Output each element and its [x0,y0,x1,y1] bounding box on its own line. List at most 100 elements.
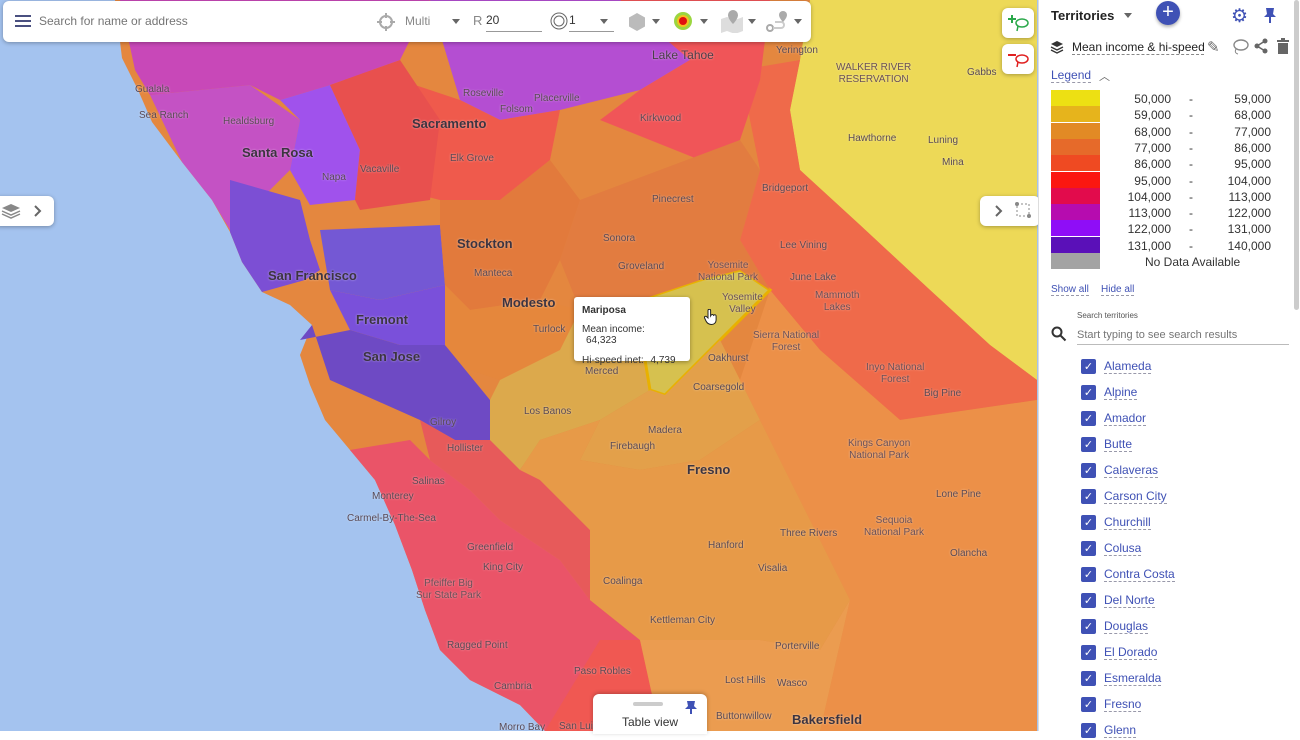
chevron-down-icon[interactable] [652,19,660,24]
legend-to: 104,000 [1227,173,1271,188]
territory-item[interactable]: ✓ Amador [1081,408,1147,428]
place-label: Kettleman City [650,615,716,626]
place-label: Kings Canyon National Park [848,438,911,461]
ring-select[interactable]: 1 [569,13,614,32]
panel-title[interactable]: Territories [1051,8,1115,23]
territory-link[interactable]: Contra Costa [1104,566,1175,582]
place-label: Visalia [758,563,788,574]
chevron-down-icon[interactable] [794,19,802,24]
chevron-down-icon[interactable] [600,19,608,24]
pin-icon[interactable] [685,700,697,714]
territory-checkbox[interactable]: ✓ [1081,722,1096,738]
territory-item[interactable]: ✓ Del Norte [1081,590,1155,610]
crosshair-icon[interactable] [376,12,396,32]
territory-fresno [520,420,850,650]
pin-icon[interactable] [1263,7,1277,28]
trash-icon[interactable] [1277,38,1289,59]
territory-item[interactable]: ✓ Contra Costa [1081,564,1175,584]
territory-link[interactable]: Douglas [1104,618,1149,634]
territory-checkbox[interactable]: ✓ [1081,618,1096,634]
place-label: Carmel-By-The-Sea [347,513,436,524]
menu-icon[interactable] [15,13,33,29]
territory-checkbox[interactable]: ✓ [1081,644,1096,660]
search-input[interactable] [39,11,359,31]
territory-link[interactable]: Del Norte [1104,592,1155,608]
territory-item[interactable]: ✓ Douglas [1081,616,1149,636]
territory-item[interactable]: ✓ Glenn [1081,720,1137,740]
route-icon[interactable] [765,9,789,33]
territory-item[interactable]: ✓ Fresno [1081,694,1142,714]
heatmap-icon[interactable] [673,11,693,31]
territory-link[interactable]: Calaveras [1104,462,1159,478]
place-label: Cambria [494,681,532,692]
territory-link[interactable]: El Dorado [1104,644,1158,660]
mode-select[interactable]: Multi [405,14,431,28]
territory-link[interactable]: Glenn [1104,722,1137,738]
layers-toggle-button[interactable] [0,196,54,226]
share-icon[interactable] [1253,38,1269,59]
territory-link[interactable]: Fresno [1104,696,1142,712]
place-label: Coarsegold [693,382,745,393]
map-canvas[interactable]: Lake Tahoe Yerington Gualala Roseville Place… [0,0,1038,731]
territory-item[interactable]: ✓ Churchill [1081,512,1151,532]
territory-item[interactable]: ✓ Esmeralda [1081,668,1162,688]
legend-toggle[interactable]: Legend [1051,68,1092,83]
legend-to: 131,000 [1227,222,1271,237]
territory-link[interactable]: Carson City [1104,488,1167,504]
lasso-add-button[interactable] [1002,8,1034,38]
territory-checkbox[interactable]: ✓ [1081,566,1096,582]
territory-item[interactable]: ✓ Alpine [1081,382,1138,402]
hide-all-link[interactable]: Hide all [1101,284,1135,296]
chevron-down-icon[interactable] [452,19,460,24]
territory-checkbox[interactable]: ✓ [1081,358,1096,374]
territory-item[interactable]: ✓ El Dorado [1081,642,1158,662]
lasso-remove-button[interactable] [1002,44,1034,74]
expand-panel-button[interactable] [980,196,1040,226]
territory-link[interactable]: Churchill [1104,514,1151,530]
place-label: King City [483,562,524,573]
territory-checkbox[interactable]: ✓ [1081,670,1096,686]
territory-item[interactable]: ✓ Calaveras [1081,460,1159,480]
gear-icon[interactable]: ⚙ [1231,6,1249,27]
layer-name[interactable]: Mean income & hi-speed inet [1072,40,1204,55]
territory-link[interactable]: Amador [1104,410,1147,426]
territory-checkbox[interactable]: ✓ [1081,488,1096,504]
territory-link[interactable]: Esmeralda [1104,670,1162,686]
place-label: Pinecrest [652,194,694,205]
territory-link[interactable]: Alpine [1104,384,1138,400]
territory-link[interactable]: Alameda [1104,358,1152,374]
territory-checkbox[interactable]: ✓ [1081,410,1096,426]
legend-row: 113,000 - 122,000 [1051,204,1271,221]
territory-checkbox[interactable]: ✓ [1081,436,1096,452]
territory-checkbox[interactable]: ✓ [1081,462,1096,478]
add-territory-button[interactable]: + [1156,1,1180,25]
territory-link[interactable]: Butte [1104,436,1133,452]
radius-input[interactable]: 20 [486,13,542,32]
territory-item[interactable]: ✓ Butte [1081,434,1133,454]
territory-monterey [350,440,640,731]
territory-item[interactable]: ✓ Carson City [1081,486,1167,506]
territory-checkbox[interactable]: ✓ [1081,696,1096,712]
show-all-link[interactable]: Show all [1051,284,1089,296]
territory-nevada [790,0,1037,380]
territory-checkbox[interactable]: ✓ [1081,592,1096,608]
legend-row: 122,000 - 131,000 [1051,220,1271,237]
territory-item[interactable]: ✓ Alameda [1081,356,1152,376]
chevron-down-icon[interactable] [1124,13,1132,18]
search-territories-input[interactable] [1077,325,1289,345]
lasso-icon[interactable] [1231,38,1249,61]
map-pin-icon[interactable] [719,9,745,33]
chevron-up-icon[interactable]: ︿ [1099,71,1110,83]
chevron-down-icon[interactable] [700,19,708,24]
edit-icon[interactable]: ✎ [1207,39,1220,56]
territory-item[interactable]: ✓ Colusa [1081,538,1142,558]
territory-checkbox[interactable]: ✓ [1081,384,1096,400]
table-view-button[interactable]: Table view [593,694,707,734]
territory-checkbox[interactable]: ✓ [1081,540,1096,556]
territory-link[interactable]: Colusa [1104,540,1142,556]
chevron-down-icon[interactable] [748,19,756,24]
scrollbar[interactable] [1294,0,1299,310]
drag-handle[interactable] [633,702,663,706]
territory-checkbox[interactable]: ✓ [1081,514,1096,530]
hexagon-icon[interactable] [627,12,647,32]
